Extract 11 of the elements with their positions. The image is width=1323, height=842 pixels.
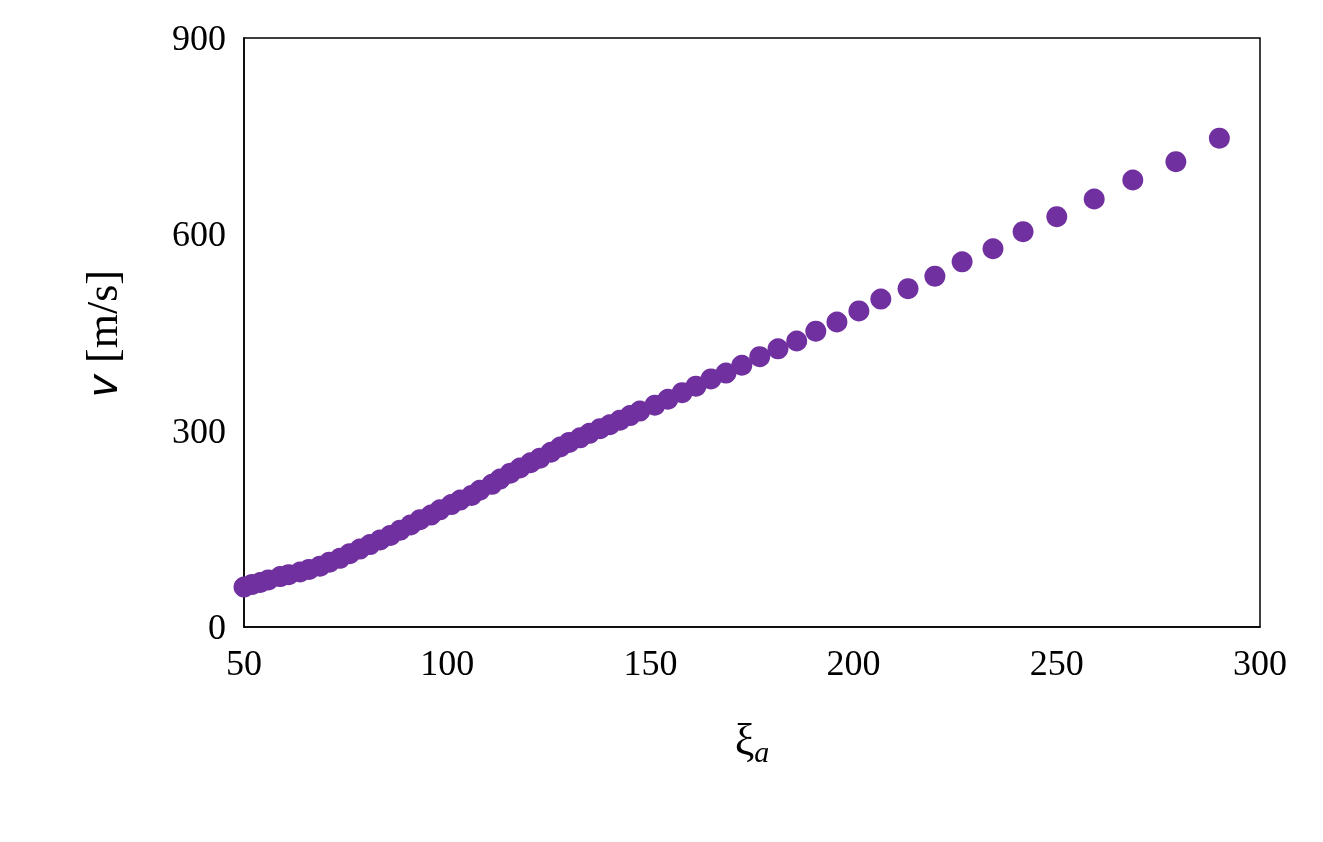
- y-axis-title: 𝑣 [m/s]: [77, 270, 127, 395]
- x-tick-label: 250: [1029, 643, 1084, 683]
- x-tick-label: 100: [420, 643, 475, 683]
- x-tick-label: 150: [623, 643, 678, 683]
- y-tick-label: 600: [172, 214, 226, 255]
- y-tick-label: 0: [208, 607, 226, 647]
- x-tick-label: 300: [1233, 643, 1287, 683]
- y-tick-label: 300: [172, 410, 226, 451]
- x-tick-label: 50: [226, 643, 262, 683]
- y-tick-label: 900: [172, 18, 226, 58]
- x-tick-label: 200: [826, 643, 881, 683]
